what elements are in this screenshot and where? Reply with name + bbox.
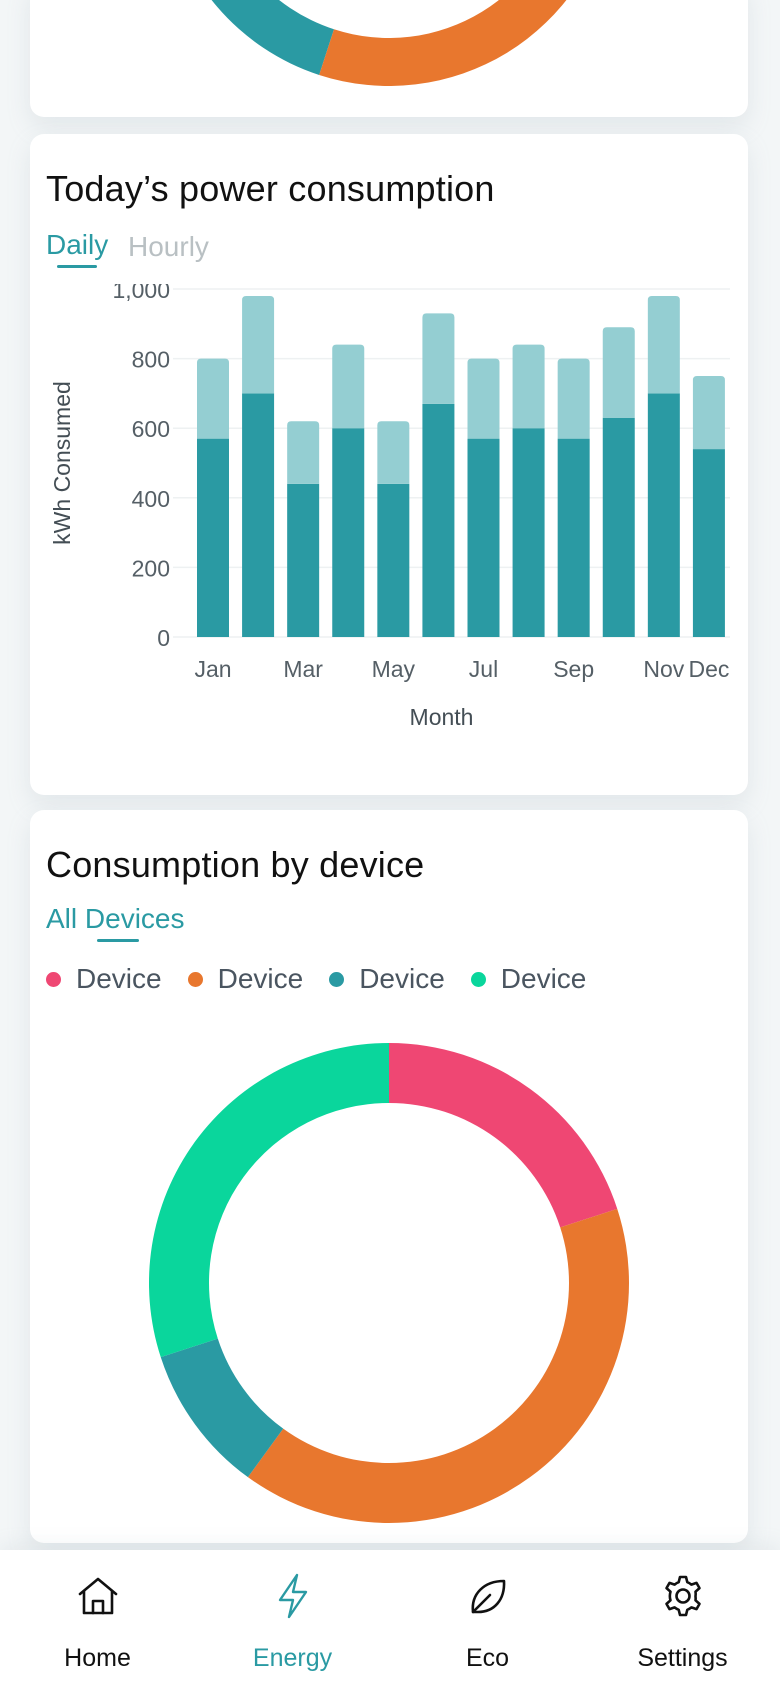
tab-daily-underline bbox=[57, 265, 97, 268]
legend-item[interactable]: Device bbox=[470, 963, 587, 995]
legend-label: Device bbox=[500, 963, 587, 994]
power-card-title: Today’s power consumption bbox=[46, 168, 495, 209]
bar-segment-additional[interactable] bbox=[467, 358, 500, 439]
nav-label-eco: Eco bbox=[465, 1644, 510, 1672]
x-tick-label: Mar bbox=[283, 656, 323, 682]
bar-segment-base[interactable] bbox=[557, 438, 590, 637]
x-tick-label: Jul bbox=[469, 656, 498, 682]
y-tick-label: 600 bbox=[132, 416, 170, 442]
donut-slice[interactable] bbox=[389, 1043, 618, 1228]
bar-segment-additional[interactable] bbox=[197, 358, 229, 439]
legend-dot bbox=[329, 971, 345, 987]
bolt-icon bbox=[278, 1573, 307, 1619]
gear-icon bbox=[664, 1575, 701, 1617]
legend-label: Device bbox=[217, 963, 304, 994]
leaf-icon bbox=[471, 1579, 505, 1614]
tab-all-devices[interactable]: All Devices bbox=[46, 903, 185, 934]
legend-item[interactable]: Device bbox=[329, 963, 445, 995]
overview-donut-slice[interactable] bbox=[166, 0, 334, 75]
bar-segment-additional[interactable] bbox=[647, 295, 680, 394]
legend-dot bbox=[470, 971, 486, 987]
bar-segment-base[interactable] bbox=[422, 403, 455, 637]
legend-dot bbox=[187, 971, 203, 987]
x-tick-label: May bbox=[372, 656, 416, 682]
device-legend: Device Device Device Device bbox=[46, 963, 586, 995]
x-tick-label: Jan bbox=[194, 656, 231, 682]
power-consumption-card: Today’s power consumption Daily Hourly 0… bbox=[30, 134, 748, 795]
bar-segment-additional[interactable] bbox=[287, 421, 320, 484]
y-tick-label: 0 bbox=[157, 625, 170, 651]
nav-item-eco[interactable]: Eco bbox=[390, 1550, 585, 1688]
bar-segment-additional[interactable] bbox=[377, 421, 410, 484]
bar-segment-additional[interactable] bbox=[422, 313, 455, 404]
bar-segment-additional[interactable] bbox=[602, 327, 635, 418]
nav-label-energy: Energy bbox=[252, 1644, 333, 1672]
bar-segment-base[interactable] bbox=[377, 483, 410, 637]
bar-segment-additional[interactable] bbox=[692, 376, 725, 450]
overview-donut-slice[interactable] bbox=[319, 0, 612, 86]
y-tick-label: 200 bbox=[132, 555, 170, 581]
y-tick-label: 400 bbox=[132, 486, 170, 512]
overview-donut-chart bbox=[166, 0, 612, 86]
device-donut-chart bbox=[148, 1043, 630, 1523]
donut-slice[interactable] bbox=[160, 1338, 284, 1478]
bar-segment-base[interactable] bbox=[332, 428, 365, 637]
bar-segment-base[interactable] bbox=[647, 393, 680, 637]
legend-label: Device bbox=[76, 963, 162, 994]
legend-dot bbox=[46, 971, 61, 987]
donut-slice[interactable] bbox=[247, 1208, 630, 1523]
tab-all-devices-underline bbox=[97, 939, 139, 942]
nav-item-home[interactable]: Home bbox=[0, 1550, 195, 1688]
legend-label: Device bbox=[359, 963, 445, 994]
device-consumption-card: Consumption by device All Devices Device… bbox=[30, 810, 748, 1543]
y-axis-label: kWh Consumed bbox=[49, 381, 75, 545]
legend-item[interactable]: Device bbox=[187, 963, 304, 995]
bar-segment-base[interactable] bbox=[602, 417, 635, 637]
bar-segment-additional[interactable] bbox=[512, 344, 545, 429]
donut-slice[interactable] bbox=[148, 1043, 389, 1358]
y-tick-label: 800 bbox=[132, 347, 170, 373]
home-icon bbox=[78, 1577, 117, 1615]
overview-card bbox=[30, 0, 748, 117]
bar-segment-additional[interactable] bbox=[557, 358, 590, 439]
x-tick-label: Nov bbox=[643, 656, 684, 682]
device-card-title: Consumption by device bbox=[46, 844, 425, 885]
bar-segment-base[interactable] bbox=[467, 438, 500, 637]
nav-label-settings: Settings bbox=[637, 1644, 728, 1672]
bar-segment-additional[interactable] bbox=[242, 295, 275, 394]
x-tick-label: Sep bbox=[553, 656, 594, 682]
bar-segment-base[interactable] bbox=[242, 393, 275, 637]
nav-item-settings[interactable]: Settings bbox=[585, 1550, 780, 1688]
bar-segment-base[interactable] bbox=[512, 428, 545, 637]
bar-segment-base[interactable] bbox=[197, 438, 229, 637]
y-tick-label: 1,000 bbox=[112, 284, 170, 303]
power-bar-chart: 0 200 400 600 800 1,000 kWh Consumed Jan Mar May J… bbox=[49, 284, 730, 730]
legend-item[interactable]: Device bbox=[46, 963, 162, 995]
nav-label-home: Home bbox=[64, 1644, 131, 1672]
bar-segment-base[interactable] bbox=[287, 483, 320, 637]
bar-segment-additional[interactable] bbox=[332, 344, 365, 429]
bar-segment-base[interactable] bbox=[692, 449, 725, 637]
x-tick-label: Dec bbox=[688, 656, 729, 682]
tab-daily[interactable]: Daily bbox=[46, 229, 109, 260]
tab-hourly[interactable]: Hourly bbox=[128, 231, 209, 262]
bottom-nav: Home Energy Eco Settings bbox=[0, 1550, 780, 1688]
nav-item-energy[interactable]: Energy bbox=[195, 1550, 390, 1688]
x-axis-label: Month bbox=[410, 704, 474, 730]
